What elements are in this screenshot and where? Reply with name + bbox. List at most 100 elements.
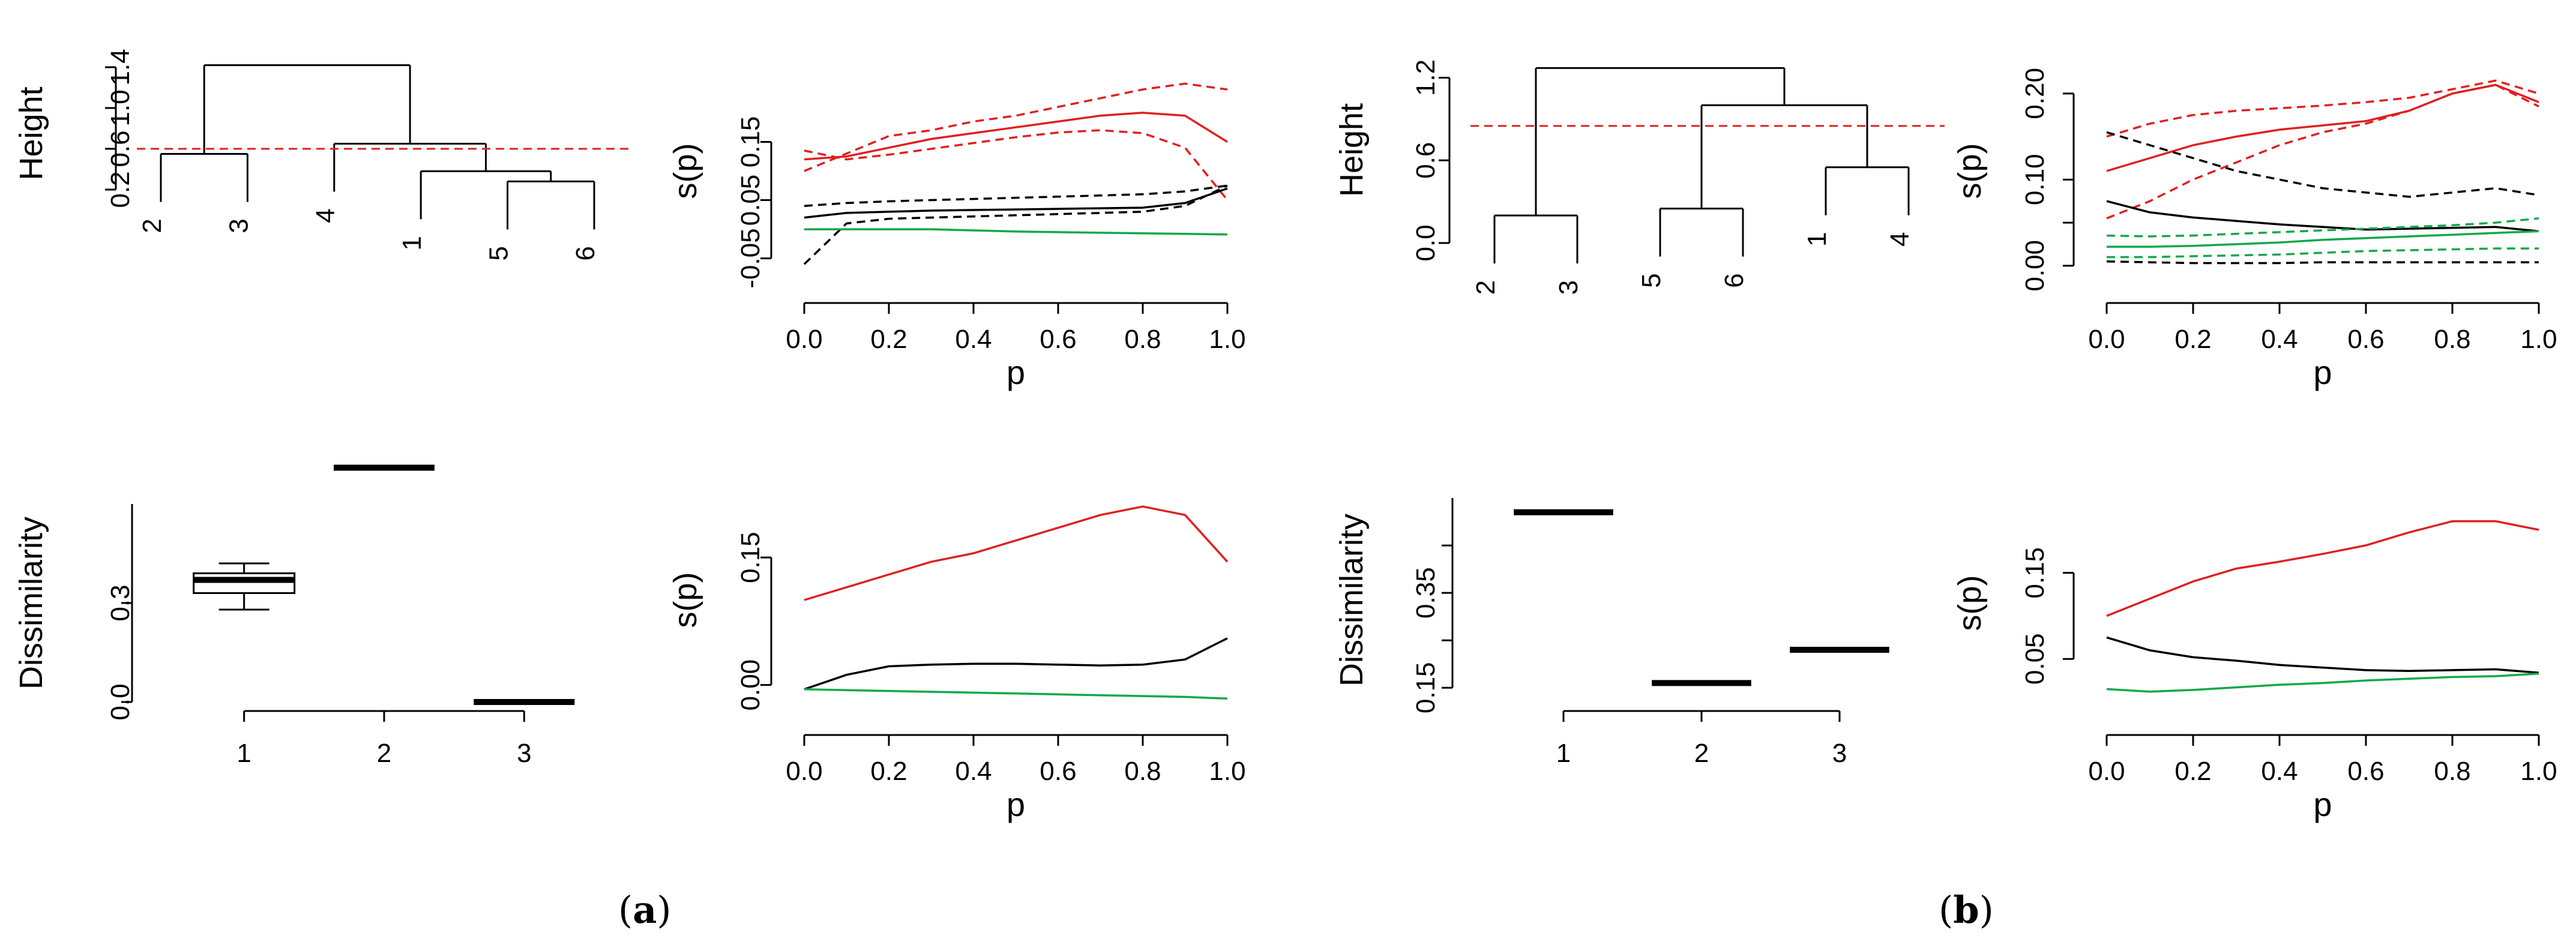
series-black-lower [2106,260,2539,265]
leaf-label: 3 [224,218,253,233]
y-axis-title: Dissimilarity [13,517,49,689]
leaf-label: 4 [311,208,340,223]
y-tick-label: 0.3 [106,584,135,621]
y-tick-label: 0.05 [2020,633,2050,685]
y-tick-label: -0.05 [736,228,765,288]
x-axis-title: p [1007,353,1025,391]
y-axis-title: s(p) [1952,575,1988,631]
x-tick-label: 1.0 [1209,325,1245,354]
series-green-mean [804,228,1228,236]
y-tick-label: 0.00 [736,659,765,711]
leaf-label: 6 [1720,273,1749,287]
y-axis-title: s(p) [1952,143,1988,199]
leaf-label: 5 [1637,273,1666,287]
x-tick-label: 3 [1832,739,1847,768]
y-axis-title: s(p) [667,572,703,628]
y-tick-label: 0.6 [1411,142,1440,179]
caption-a: (a) [618,888,672,932]
series-red-upper [804,82,1228,172]
series-red-lower [804,129,1229,201]
y-axis-title: Dissimilarity [1334,514,1370,686]
leaf-label: 5 [484,246,514,260]
y-tick-label: 0.0 [1411,224,1440,261]
x-tick-label: 0.4 [2261,757,2298,786]
leaf-label: 2 [1471,280,1500,295]
series-red-mean [804,505,1229,601]
y-tick-label: 0.00 [2020,240,2050,292]
y-tick-label: 0.20 [2020,68,2050,119]
series-green-mean [2106,672,2539,693]
series-green-mean [804,688,1228,700]
y-axis-title: s(p) [667,143,703,199]
leaf-label: 3 [1554,280,1583,295]
leaf-label: 6 [571,246,600,260]
leaf-label: 1 [397,236,427,250]
x-tick-label: 0.4 [955,757,992,786]
box [193,572,296,594]
leaf-label: 2 [137,218,167,233]
y-tick-label: 0.35 [1411,567,1440,619]
x-axis-title: p [2313,785,2332,823]
x-tick-label: 0.8 [1124,757,1161,786]
series-black-mean [2106,636,2539,674]
x-tick-label: 0.2 [2174,325,2211,354]
series-black-mean [804,187,1228,219]
y-tick-label: 0.10 [2020,154,2050,206]
series-red-upper [2106,79,2539,138]
x-tick-label: 0.8 [2434,757,2470,786]
y-tick-label: 1.0 [106,89,135,126]
x-tick-label: 0.4 [955,325,992,354]
leaf-label: 1 [1802,232,1832,246]
series-black-upper [804,184,1228,207]
x-tick-label: 3 [517,739,531,768]
y-tick-label: 0.2 [106,171,135,208]
x-tick-label: 0.0 [786,325,822,354]
x-axis-title: p [2313,353,2332,391]
x-tick-label: 1.0 [2520,325,2557,354]
y-axis-title: Height [13,86,49,180]
y-tick-label: 1.2 [1411,59,1440,96]
series-red-mean [2106,520,2539,617]
series-black-mean [804,637,1228,691]
x-tick-label: 0.2 [870,757,907,786]
series-black-mean [2106,200,2539,233]
x-tick-label: 0.6 [1040,325,1076,354]
x-tick-label: 0.2 [2174,757,2211,786]
x-tick-label: 0.4 [2261,325,2298,354]
y-tick-label: 0.0 [106,683,135,720]
series-green-mean [2107,230,2539,248]
x-tick-label: 0.8 [2434,325,2470,354]
series-red-mean [2106,83,2539,172]
series-green-upper [2106,217,2539,238]
x-axis-title: p [1007,785,1025,823]
series-red-mean [804,112,1228,161]
series-black-upper [2106,131,2539,198]
x-tick-label: 0.0 [2088,757,2125,786]
x-tick-label: 0.0 [786,757,822,786]
x-tick-label: 0.8 [1124,325,1161,354]
x-tick-label: 0.2 [870,325,907,354]
caption-b: (b) [1939,888,1994,932]
x-tick-label: 2 [377,739,391,768]
y-axis-title: Height [1334,103,1370,197]
series-black-lower [803,184,1228,265]
y-tick-label: 0.15 [2020,547,2050,599]
x-tick-label: 0.6 [2347,757,2384,786]
x-tick-label: 1.0 [2520,757,2557,786]
y-tick-label: 1.4 [106,49,135,85]
leaf-label: 4 [1885,232,1915,246]
y-tick-label: 0.15 [736,532,765,583]
x-tick-label: 1.0 [1209,757,1245,786]
x-tick-label: 0.6 [1040,757,1076,786]
y-tick-label: 0.05 [736,175,765,226]
x-tick-label: 0.6 [2347,325,2384,354]
x-tick-label: 2 [1694,739,1709,768]
y-tick-label: 0.15 [1411,662,1440,713]
x-tick-label: 1 [1556,739,1571,768]
y-tick-label: 0.15 [736,116,765,168]
x-tick-label: 1 [236,739,251,768]
x-tick-label: 0.0 [2088,325,2125,354]
y-tick-label: 0.6 [106,130,135,167]
series-green-lower [2107,247,2539,259]
